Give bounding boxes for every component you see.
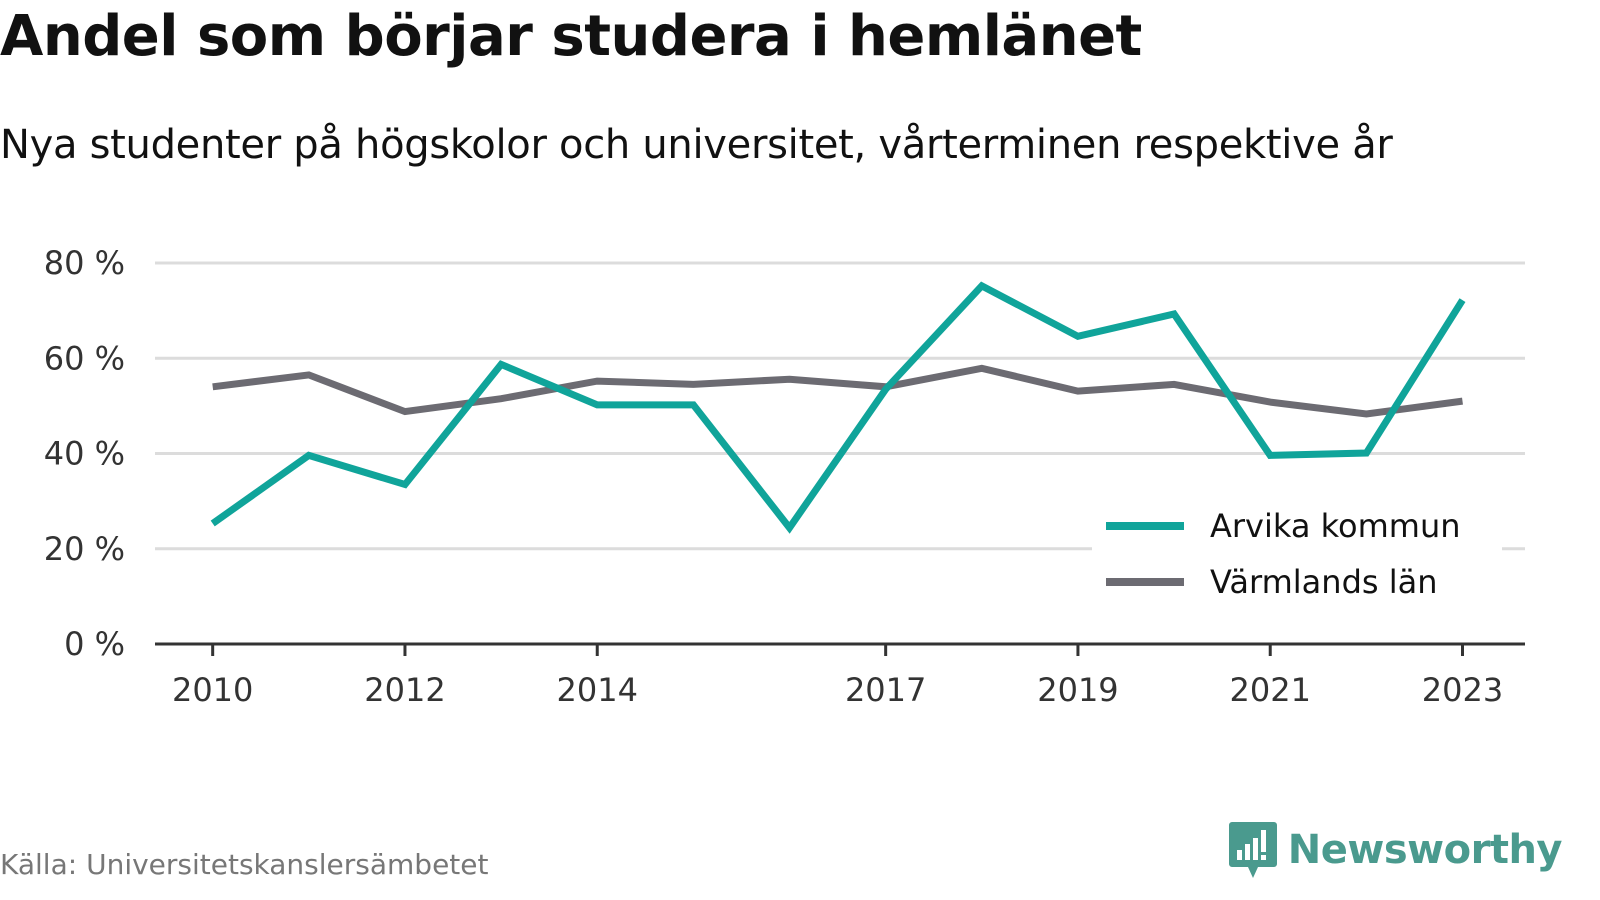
- x-tick-label: 2019: [1037, 671, 1118, 709]
- brand-name: Newsworthy: [1287, 827, 1563, 873]
- chart-title: Andel som börjar studera i hemlänet: [0, 4, 1142, 69]
- x-axis: [155, 642, 1525, 656]
- x-tick-label: 2023: [1422, 671, 1503, 709]
- x-tick-label: 2012: [364, 671, 445, 709]
- y-tick-label: 60 %: [44, 339, 125, 377]
- x-tick-label: 2021: [1230, 671, 1311, 709]
- x-axis-tick-labels: 2010 2012 2014 2017 2019 2021 2023: [172, 671, 1503, 709]
- legend-background: [1092, 500, 1502, 612]
- brand-logo: Newsworthy: [1228, 820, 1563, 880]
- series-line-arvika-kommun: [210, 281, 1466, 534]
- y-tick-label: 0 %: [64, 625, 125, 663]
- x-tick-label: 2017: [845, 671, 926, 709]
- source-note: Källa: Universitetskanslersämbetet: [0, 848, 489, 881]
- series-line-v-rmlands-l-n: [212, 364, 1463, 418]
- series-lines: [210, 281, 1466, 534]
- x-tick-label: 2014: [557, 671, 638, 709]
- x-tick-label: 2010: [172, 671, 253, 709]
- y-tick-label: 80 %: [44, 244, 125, 282]
- y-tick-label: 40 %: [44, 435, 125, 473]
- legend-label: Arvika kommun: [1210, 507, 1461, 545]
- legend-label: Värmlands län: [1210, 563, 1438, 601]
- legend: Arvika kommun Värmlands län: [1092, 500, 1502, 612]
- line-chart: 0 % 20 % 40 % 60 % 80 % 2010 2012 2014 2017 2019…: [44, 244, 1525, 709]
- chart-subtitle: Nya studenter på högskolor och universit…: [0, 122, 1393, 168]
- bar-chart-speech-bubble-icon: [1228, 822, 1277, 878]
- y-tick-label: 20 %: [44, 530, 125, 568]
- y-axis-tick-labels: 0 % 20 % 40 % 60 % 80 %: [44, 244, 125, 663]
